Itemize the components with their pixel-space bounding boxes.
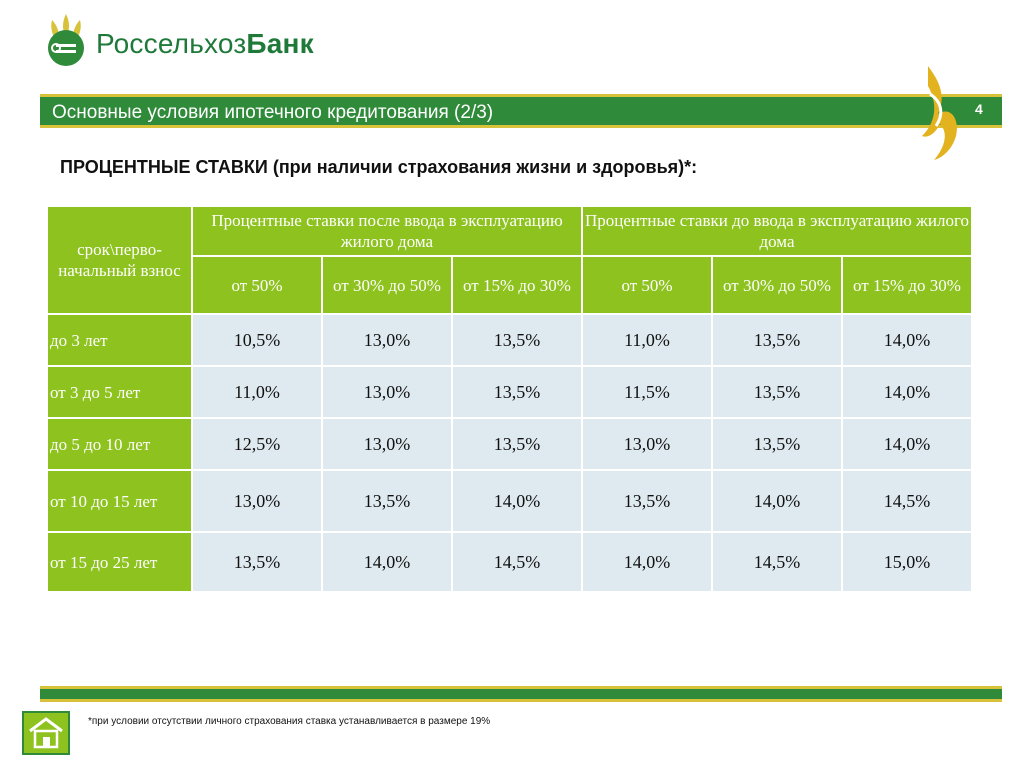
rate-cell: 13,0% xyxy=(321,417,453,471)
footnote: *при условии отсутствии личного страхова… xyxy=(88,716,491,727)
table-row: от 10 до 15 лет 13,0% 13,5% 14,0% 13,5% … xyxy=(46,469,973,533)
rate-cell: 14,5% xyxy=(711,531,843,593)
row-label: от 10 до 15 лет xyxy=(46,469,193,533)
rate-cell: 13,5% xyxy=(451,417,583,471)
interest-rate-table: срок\перво-начальный взнос Процентные ст… xyxy=(46,205,973,593)
row-label: от 3 до 5 лет xyxy=(46,365,193,419)
table-row: от 3 до 5 лет 11,0% 13,0% 13,5% 11,5% 13… xyxy=(46,365,973,419)
rate-cell: 13,5% xyxy=(451,313,583,367)
row-label: до 5 до 10 лет xyxy=(46,417,193,471)
sub-header: от 30% до 50% xyxy=(711,255,843,315)
rate-cell: 13,5% xyxy=(581,469,713,533)
footer-bar xyxy=(40,686,1002,702)
section-subtitle: ПРОЦЕНТНЫЕ СТАВКИ (при наличии страхован… xyxy=(60,157,698,177)
table-row: от 15 до 25 лет 13,5% 14,0% 14,5% 14,0% … xyxy=(46,531,973,593)
sub-header: от 50% xyxy=(581,255,713,315)
rate-cell: 13,5% xyxy=(191,531,323,593)
sub-header: от 30% до 50% xyxy=(321,255,453,315)
rate-cell: 11,0% xyxy=(191,365,323,419)
row-label: от 15 до 25 лет xyxy=(46,531,193,593)
title-bar: Основные условия ипотечного кредитования… xyxy=(40,94,1002,128)
rate-cell: 14,0% xyxy=(841,365,973,419)
sub-header: от 15% до 30% xyxy=(841,255,973,315)
wheat-swoosh-icon xyxy=(922,66,957,160)
rate-cell: 14,0% xyxy=(711,469,843,533)
rate-cell: 14,0% xyxy=(321,531,453,593)
house-icon xyxy=(22,711,70,755)
sub-header: от 50% xyxy=(191,255,323,315)
rate-cell: 14,0% xyxy=(451,469,583,533)
rate-cell: 14,0% xyxy=(841,313,973,367)
rate-cell: 13,5% xyxy=(451,365,583,419)
rate-cell: 14,5% xyxy=(841,469,973,533)
rate-cell: 13,5% xyxy=(711,313,843,367)
page-number: 4 xyxy=(975,101,983,117)
group-header-before-commissioning: Процентные ставки до ввода в эксплуатаци… xyxy=(581,205,973,257)
corner-header: срок\перво-начальный взнос xyxy=(46,205,193,315)
rate-cell: 13,0% xyxy=(191,469,323,533)
rate-cell: 11,5% xyxy=(581,365,713,419)
rate-cell: 13,5% xyxy=(711,365,843,419)
rate-cell: 12,5% xyxy=(191,417,323,471)
row-label: до 3 лет xyxy=(46,313,193,367)
rate-cell: 13,0% xyxy=(321,313,453,367)
group-header-after-commissioning: Процентные ставки после ввода в эксплуат… xyxy=(191,205,583,257)
rate-cell: 14,0% xyxy=(841,417,973,471)
table-row: до 3 лет 10,5% 13,0% 13,5% 11,0% 13,5% 1… xyxy=(46,313,973,367)
rate-cell: 15,0% xyxy=(841,531,973,593)
rate-cell: 13,0% xyxy=(321,365,453,419)
rate-cell: 14,5% xyxy=(451,531,583,593)
rate-cell: 11,0% xyxy=(581,313,713,367)
bank-logo-icon xyxy=(48,14,84,66)
rate-cell: 14,0% xyxy=(581,531,713,593)
sub-header: от 15% до 30% xyxy=(451,255,583,315)
rate-cell: 13,0% xyxy=(581,417,713,471)
rate-cell: 13,5% xyxy=(711,417,843,471)
brand-name: РоссельхозБанк xyxy=(96,28,314,59)
rate-cell: 10,5% xyxy=(191,313,323,367)
table-row: до 5 до 10 лет 12,5% 13,0% 13,5% 13,0% 1… xyxy=(46,417,973,471)
slide-title: Основные условия ипотечного кредитования… xyxy=(52,102,494,123)
rate-cell: 13,5% xyxy=(321,469,453,533)
